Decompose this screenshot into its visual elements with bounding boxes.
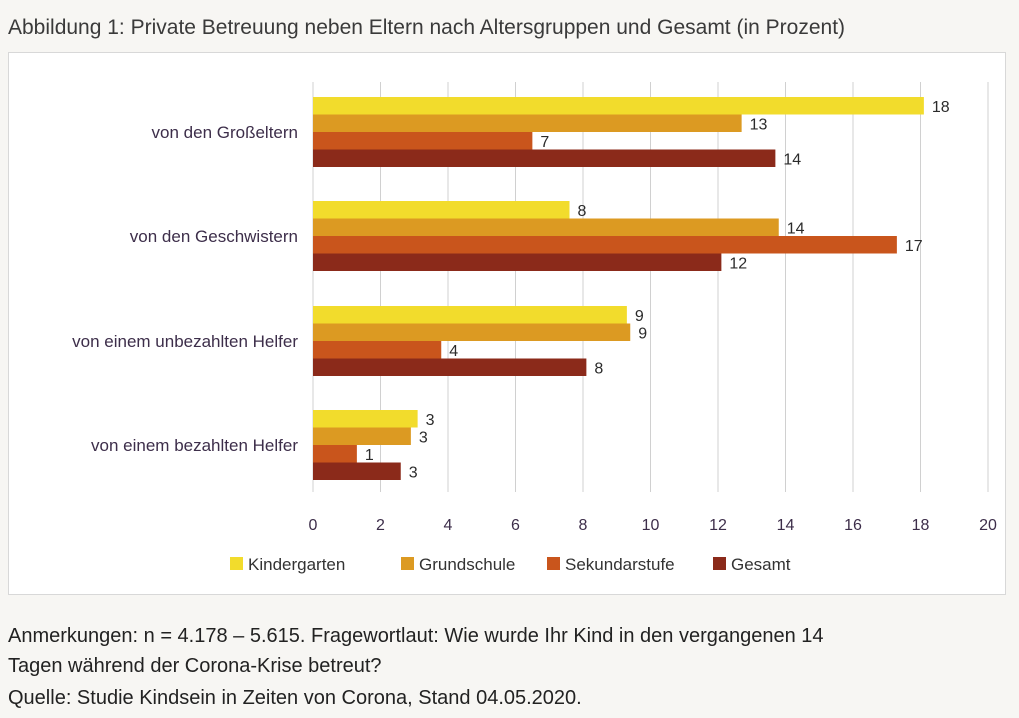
x-tick-label: 14 bbox=[777, 517, 795, 534]
value-label: 18 bbox=[932, 99, 950, 116]
value-label: 8 bbox=[578, 203, 587, 220]
bar-grundschule bbox=[313, 323, 631, 341]
x-tick-label: 6 bbox=[511, 517, 520, 534]
legend-swatch-kindergarten bbox=[230, 557, 243, 570]
category-labels: von den Großeltern von den Geschwistern vo… bbox=[72, 123, 298, 455]
bar-grundschule bbox=[313, 427, 411, 445]
x-tick-label: 18 bbox=[912, 517, 930, 534]
x-tick-label: 8 bbox=[579, 517, 588, 534]
x-tick-label: 2 bbox=[376, 517, 385, 534]
legend-label: Kindergarten bbox=[248, 555, 345, 574]
value-label: 1 bbox=[365, 447, 374, 464]
value-label: 17 bbox=[905, 238, 923, 255]
x-tick-label: 16 bbox=[844, 517, 862, 534]
bar-kindergarten bbox=[313, 306, 627, 324]
x-tick-label: 0 bbox=[309, 517, 318, 534]
value-label: 3 bbox=[409, 464, 418, 481]
bar-gesamt bbox=[313, 358, 587, 376]
legend-swatch-sekundarstufe bbox=[547, 557, 560, 570]
value-label: 14 bbox=[787, 220, 805, 237]
x-tick-label: 12 bbox=[709, 517, 727, 534]
x-tick-label: 20 bbox=[979, 517, 997, 534]
legend: Kindergarten Grundschule Sekundarstufe Gesa… bbox=[230, 555, 791, 574]
value-label: 8 bbox=[594, 360, 603, 377]
bar-sekundarstufe bbox=[313, 445, 357, 463]
bars bbox=[313, 97, 924, 480]
legend-swatch-gesamt bbox=[713, 557, 726, 570]
x-tick-label: 4 bbox=[444, 517, 453, 534]
bar-kindergarten bbox=[313, 410, 418, 428]
value-label: 9 bbox=[638, 325, 647, 342]
category-label: von den Geschwistern bbox=[130, 227, 298, 246]
bar-gesamt bbox=[313, 253, 722, 271]
category-label: von den Großeltern bbox=[152, 123, 298, 142]
value-label: 4 bbox=[449, 343, 458, 360]
category-label: von einem unbezahlten Helfer bbox=[72, 332, 298, 351]
value-label: 3 bbox=[419, 429, 428, 446]
value-label: 13 bbox=[750, 116, 768, 133]
notes-line-2: Tagen während der Corona-Krise betreut? bbox=[8, 655, 382, 677]
bar-grundschule bbox=[313, 218, 779, 236]
bar-sekundarstufe bbox=[313, 132, 533, 150]
legend-label: Grundschule bbox=[419, 555, 515, 574]
x-tick-label: 10 bbox=[642, 517, 660, 534]
value-label: 14 bbox=[783, 151, 801, 168]
x-axis-ticks: 0 2 4 6 8 10 12 14 16 18 20 bbox=[309, 517, 997, 534]
category-label: von einem bezahlten Helfer bbox=[91, 436, 298, 455]
value-label: 9 bbox=[635, 308, 644, 325]
bar-sekundarstufe bbox=[313, 341, 442, 359]
value-label: 12 bbox=[729, 255, 747, 272]
value-label: 7 bbox=[540, 134, 549, 151]
bar-sekundarstufe bbox=[313, 236, 897, 254]
bar-kindergarten bbox=[313, 201, 570, 219]
legend-swatch-grundschule bbox=[401, 557, 414, 570]
bar-kindergarten bbox=[313, 97, 924, 115]
bar-gesamt bbox=[313, 149, 776, 167]
value-label: 3 bbox=[426, 412, 435, 429]
legend-label: Sekundarstufe bbox=[565, 555, 675, 574]
notes-line-1: Anmerkungen: n = 4.178 – 5.615. Fragewor… bbox=[8, 625, 824, 647]
source-line: Quelle: Studie Kindsein in Zeiten von Co… bbox=[8, 687, 582, 709]
bar-grundschule bbox=[313, 114, 742, 132]
legend-label: Gesamt bbox=[731, 555, 791, 574]
bar-gesamt bbox=[313, 462, 401, 480]
chart-title: Abbildung 1: Private Betreuung neben Elt… bbox=[8, 16, 846, 39]
